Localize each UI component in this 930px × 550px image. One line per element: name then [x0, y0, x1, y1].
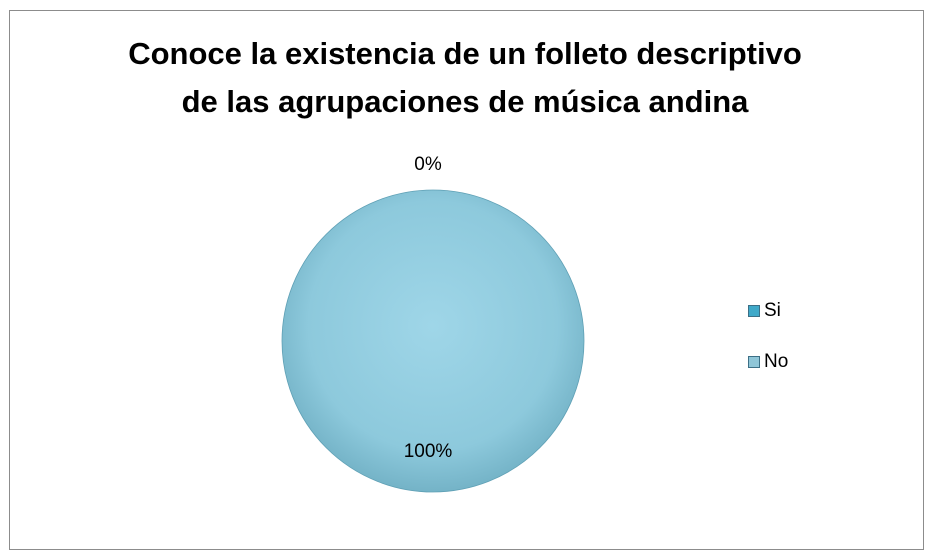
chart-title-line-2: de las agrupaciones de música andina	[181, 84, 749, 119]
data-label-no: 100%	[404, 441, 453, 462]
pie-slice-no	[281, 189, 585, 493]
legend-swatch-no	[748, 356, 760, 368]
legend-swatch-si	[748, 305, 760, 317]
legend-label-si: Si	[764, 300, 781, 321]
chart-title: Conoce la existencia de un folleto descr…	[0, 30, 930, 126]
data-label-si: 0%	[414, 154, 442, 175]
legend-item-si: Si	[748, 298, 788, 324]
pie-chart: 0% 100%	[281, 154, 585, 493]
legend-item-no: No	[748, 349, 788, 375]
legend-label-no: No	[764, 351, 789, 372]
chart-title-line-1: Conoce la existencia de un folleto descr…	[128, 36, 802, 71]
chart-legend: Si No	[748, 298, 788, 400]
